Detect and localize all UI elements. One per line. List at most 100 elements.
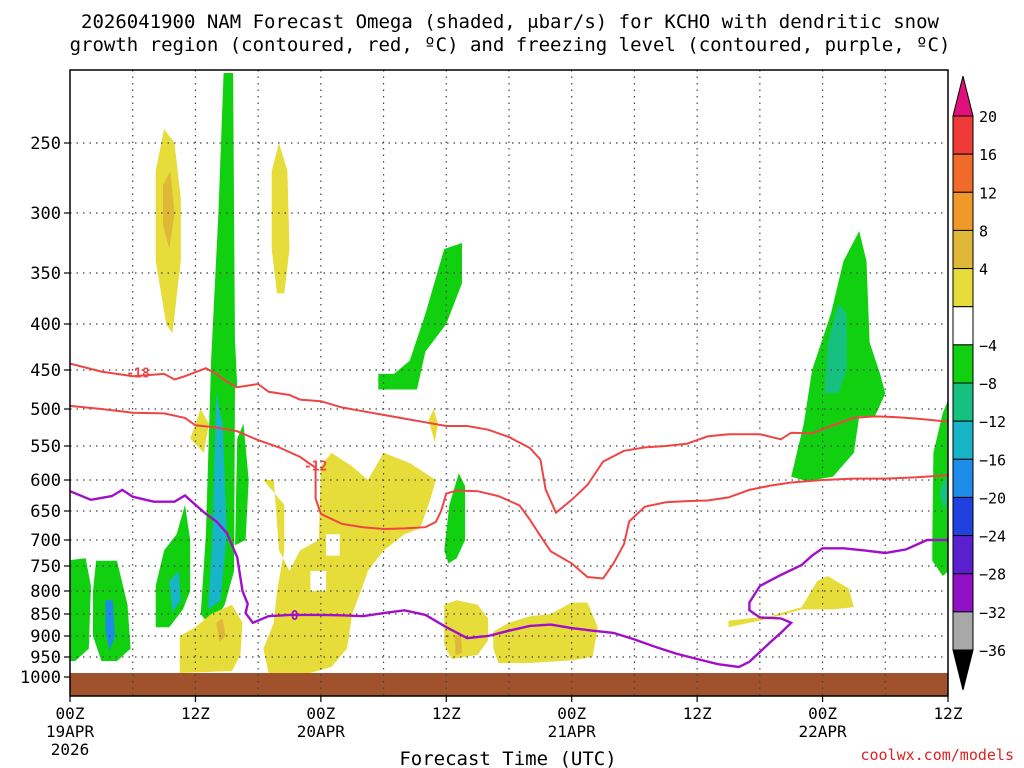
omega-region <box>235 423 249 546</box>
colorbar-box <box>952 458 974 498</box>
colorbar-label: 20 <box>979 108 997 126</box>
contour-label: 0 <box>291 609 299 624</box>
colorbar-box <box>952 268 974 308</box>
omega-region <box>454 633 462 655</box>
y-tick-label: 350 <box>30 264 61 284</box>
omega-region <box>163 171 175 249</box>
chart-title-line-1: 2026041900 NAM Forecast Omega (shaded, μ… <box>81 11 939 33</box>
omega-region <box>221 342 238 402</box>
omega-region <box>326 534 340 556</box>
colorbar-label: 12 <box>979 184 997 202</box>
colorbar-label: −36 <box>979 642 1006 660</box>
colorbar-box <box>952 191 974 231</box>
x-tick-label: 12Z <box>683 704 712 723</box>
contour-label: -12 <box>304 460 327 475</box>
colorbar-box <box>952 496 974 537</box>
y-tick-label: 800 <box>30 582 61 602</box>
colorbar-bottom-arrow <box>952 649 974 691</box>
omega-region <box>216 618 226 643</box>
colorbar-label: 8 <box>979 222 988 240</box>
colorbar-box <box>952 420 974 460</box>
colorbar-box <box>952 611 974 651</box>
omega-region <box>444 473 466 564</box>
y-tick-label: 250 <box>30 134 61 154</box>
x-tick-label: 12Z <box>934 704 963 723</box>
y-tick-label: 300 <box>30 204 61 224</box>
x-axis-label: Forecast Time (UTC) <box>399 748 616 768</box>
omega-region <box>208 393 227 610</box>
x-tick-date: 21APR <box>548 722 597 741</box>
omega-region <box>493 602 598 663</box>
omega-region <box>932 400 948 576</box>
colorbar-top-arrow <box>952 75 974 117</box>
x-tick-label: 12Z <box>181 704 210 723</box>
colorbar-label: −20 <box>979 489 1006 507</box>
plot-frame <box>69 69 949 697</box>
omega-region <box>200 73 236 628</box>
colorbar-box <box>952 306 974 346</box>
omega-shaded-regions <box>70 73 948 673</box>
x-tick-label: 00Z <box>808 704 837 723</box>
omega-region <box>155 504 191 628</box>
colorbar-box <box>952 115 974 155</box>
x-tick-year: 2026 <box>51 740 90 759</box>
colorbar-label: −12 <box>979 413 1006 431</box>
omega-region <box>939 476 948 511</box>
y-tick-label: 450 <box>30 361 61 381</box>
colorbar-label: 16 <box>979 146 997 164</box>
x-tick-label: 12Z <box>432 704 461 723</box>
omega-region <box>105 600 115 651</box>
ground-fill <box>70 673 948 696</box>
x-tick-label: 00Z <box>56 704 85 723</box>
omega-region <box>824 303 847 394</box>
y-tick-label: 850 <box>30 605 61 625</box>
colorbar-label: −32 <box>979 604 1006 622</box>
colorbar-box <box>952 535 974 575</box>
x-tick-label: 00Z <box>306 704 335 723</box>
watermark: coolwx.com/models <box>860 746 1014 764</box>
contour-label: -18 <box>126 366 150 381</box>
omega-region <box>728 576 854 628</box>
colorbar-box <box>952 229 974 270</box>
x-tick-date: 20APR <box>297 722 346 741</box>
colorbar-label: −16 <box>979 451 1006 469</box>
y-tick-label: 650 <box>30 502 61 522</box>
colorbar-box <box>952 344 974 384</box>
omega-region <box>310 571 327 591</box>
y-tick-label: 600 <box>30 471 61 491</box>
colorbar-box <box>952 382 974 422</box>
grid-lines <box>70 70 948 696</box>
omega-region <box>428 409 438 443</box>
y-tick-label: 400 <box>30 315 61 335</box>
x-tick-label: 00Z <box>557 704 586 723</box>
chart-title-line-2: growth region (contoured, red, ºC) and f… <box>70 34 951 56</box>
colorbar-box <box>952 573 974 613</box>
colorbar-label: 4 <box>979 261 988 279</box>
plot-area: -18 -12 0 <box>69 69 949 697</box>
y-tick-label: 700 <box>30 531 61 551</box>
y-tick-label: 550 <box>30 437 61 457</box>
colorbar-label: −24 <box>979 528 1006 546</box>
contour-line <box>70 404 948 580</box>
colorbar-label: −4 <box>979 337 997 355</box>
x-tick-date: 22APR <box>798 722 847 741</box>
colorbar-label: −28 <box>979 566 1006 584</box>
omega-region <box>271 143 290 294</box>
y-tick-label: 750 <box>30 557 61 577</box>
omega-region <box>378 243 462 390</box>
omega-region <box>70 558 91 661</box>
temperature-contours: -18 -12 0 <box>70 362 948 669</box>
colorbar: 20 16 12 8 4 −4 −8 −12 −16 −20 −24 −28 −32 −36 <box>952 75 1006 691</box>
y-tick-label: 500 <box>30 400 61 420</box>
y-tick-label: 900 <box>30 627 61 647</box>
terrain-ground <box>70 673 948 696</box>
y-axis: 2503003504004505005506006507007508008509… <box>20 134 70 688</box>
omega-region <box>263 452 436 673</box>
colorbar-label: −8 <box>979 375 997 393</box>
y-tick-label: 1000 <box>20 668 61 688</box>
y-tick-label: 950 <box>30 648 61 668</box>
colorbar-box <box>952 153 974 193</box>
x-tick-date: 19APR <box>46 722 95 741</box>
